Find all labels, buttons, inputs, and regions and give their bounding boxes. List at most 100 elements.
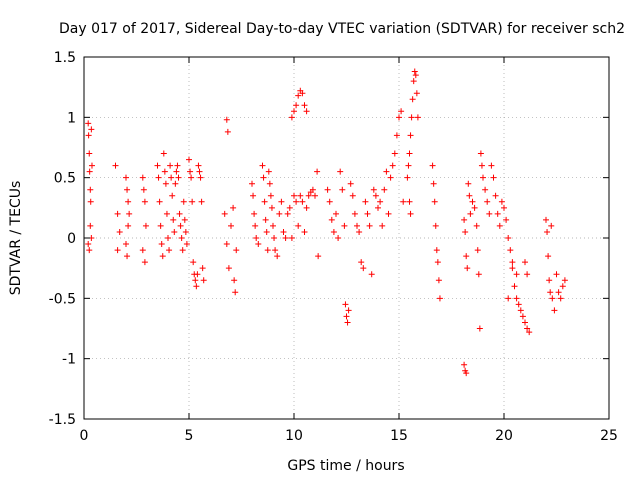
chart-title: Day 017 of 2017, Sidereal Day-to-day VTE… (59, 21, 625, 37)
data-point (314, 168, 321, 175)
data-point (405, 162, 412, 169)
data-point (123, 174, 129, 181)
data-point (368, 271, 375, 278)
data-point (176, 210, 183, 217)
data-point (252, 222, 259, 229)
data-point (165, 235, 171, 241)
data-point (267, 192, 274, 199)
data-point (370, 186, 377, 193)
data-point (139, 174, 146, 181)
data-point (381, 186, 388, 193)
data-point (482, 186, 489, 193)
data-point (364, 210, 371, 217)
data-point (343, 313, 350, 320)
data-point (407, 132, 414, 139)
data-point (543, 216, 549, 223)
data-point (326, 198, 333, 205)
data-point (400, 198, 407, 205)
data-point (515, 301, 522, 308)
data-point (288, 114, 295, 121)
data-point (141, 198, 148, 205)
data-point (477, 150, 484, 157)
data-point (295, 92, 302, 99)
data-point (476, 325, 483, 332)
data-point (301, 228, 308, 235)
data-point (344, 319, 351, 326)
data-point (431, 198, 438, 205)
data-point (180, 198, 187, 205)
data-point (175, 174, 182, 181)
data-point (478, 162, 485, 169)
data-point (341, 222, 348, 229)
data-point (547, 289, 554, 296)
data-point (471, 204, 478, 211)
x-tick-label: 15 (390, 428, 408, 444)
data-point (358, 259, 365, 266)
data-point (490, 174, 497, 181)
axes: -1.5 -1 -0.5 0 0.5 1 1.5 0 5 10 15 20 25 (49, 50, 618, 444)
data-point (409, 96, 416, 103)
data-point (513, 271, 520, 278)
data-point (263, 228, 270, 235)
data-point (265, 168, 272, 175)
data-point (225, 265, 232, 272)
data-point (125, 198, 132, 205)
data-point (389, 162, 396, 169)
data-point (511, 283, 518, 290)
data-point (505, 235, 512, 241)
data-point (170, 216, 177, 223)
data-point (303, 204, 310, 211)
data-point (349, 192, 356, 199)
data-point (192, 277, 199, 284)
data-point (249, 180, 255, 187)
data-point (174, 162, 181, 169)
data-point (544, 228, 551, 235)
data-point (486, 210, 493, 217)
data-point (178, 235, 185, 241)
data-point (228, 222, 234, 229)
data-point (430, 180, 437, 187)
data-point (187, 168, 194, 175)
data-point (200, 277, 207, 284)
data-point (173, 168, 180, 175)
data-point (461, 216, 468, 223)
grid (84, 57, 609, 419)
data-point (299, 198, 306, 205)
y-tick-label: 0 (67, 231, 76, 247)
data-point (548, 222, 555, 229)
data-point (410, 78, 417, 85)
data-point (524, 325, 531, 332)
data-point (87, 198, 94, 205)
data-point (372, 192, 379, 199)
x-tick-label: 25 (600, 428, 618, 444)
data-point (330, 228, 337, 235)
data-point (166, 247, 173, 254)
data-point (494, 210, 501, 217)
data-point (414, 114, 421, 121)
data-point (293, 198, 300, 205)
data-point (186, 156, 192, 163)
data-point (305, 192, 312, 199)
data-point (189, 198, 196, 205)
data-point (385, 210, 392, 217)
data-point (85, 241, 92, 248)
data-point (270, 222, 276, 229)
data-point (268, 204, 275, 211)
data-point (230, 204, 237, 211)
data-point (354, 222, 360, 229)
data-point (171, 228, 178, 235)
data-point (408, 114, 415, 121)
data-point (351, 210, 358, 217)
data-point (155, 174, 162, 181)
data-point (199, 265, 206, 272)
data-point (274, 253, 281, 260)
data-point (379, 222, 386, 229)
data-point (436, 295, 443, 302)
data-point (411, 68, 418, 75)
data-point (464, 265, 471, 272)
data-point (221, 210, 228, 217)
data-point (156, 198, 163, 205)
data-point (198, 198, 205, 205)
data-point (266, 180, 273, 187)
data-point (328, 216, 335, 223)
